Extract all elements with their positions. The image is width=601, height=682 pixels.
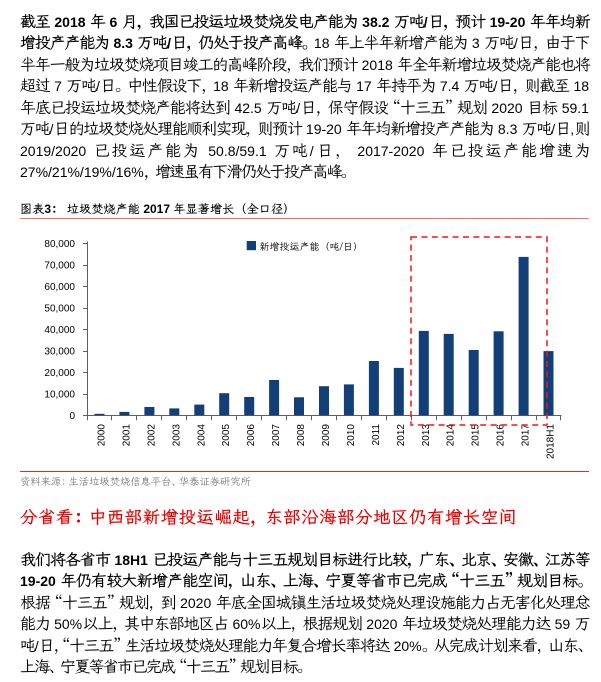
svg-text:2000: 2000	[96, 424, 107, 447]
svg-text:2015: 2015	[471, 424, 482, 447]
svg-text:80,000: 80,000	[44, 239, 75, 250]
svg-text:2012: 2012	[396, 424, 407, 447]
svg-text:2002: 2002	[146, 424, 157, 447]
svg-text:30,000: 30,000	[44, 347, 75, 358]
svg-text:2018H1: 2018H1	[546, 424, 557, 459]
svg-text:60,000: 60,000	[44, 282, 75, 293]
svg-text:2008: 2008	[296, 424, 307, 447]
svg-text:2005: 2005	[221, 424, 232, 447]
svg-text:2010: 2010	[346, 424, 357, 447]
svg-text:2007: 2007	[271, 424, 282, 447]
svg-text:2003: 2003	[171, 424, 182, 447]
svg-text:2017: 2017	[521, 424, 532, 447]
svg-text:2011: 2011	[371, 424, 382, 446]
svg-text:2013: 2013	[421, 424, 432, 447]
svg-text:40,000: 40,000	[44, 325, 75, 336]
svg-text:2014: 2014	[446, 424, 457, 447]
svg-text:0: 0	[69, 411, 75, 422]
svg-text:新增投运产能（吨/日）: 新增投运产能（吨/日）	[260, 240, 364, 253]
svg-text:50,000: 50,000	[44, 304, 75, 315]
svg-text:70,000: 70,000	[44, 261, 75, 272]
svg-text:2009: 2009	[321, 424, 332, 447]
svg-text:2004: 2004	[196, 424, 207, 447]
svg-text:10,000: 10,000	[44, 389, 75, 400]
svg-text:2006: 2006	[246, 424, 257, 447]
svg-text:20,000: 20,000	[44, 368, 75, 379]
svg-text:2001: 2001	[121, 424, 132, 447]
svg-text:2016: 2016	[496, 424, 507, 447]
